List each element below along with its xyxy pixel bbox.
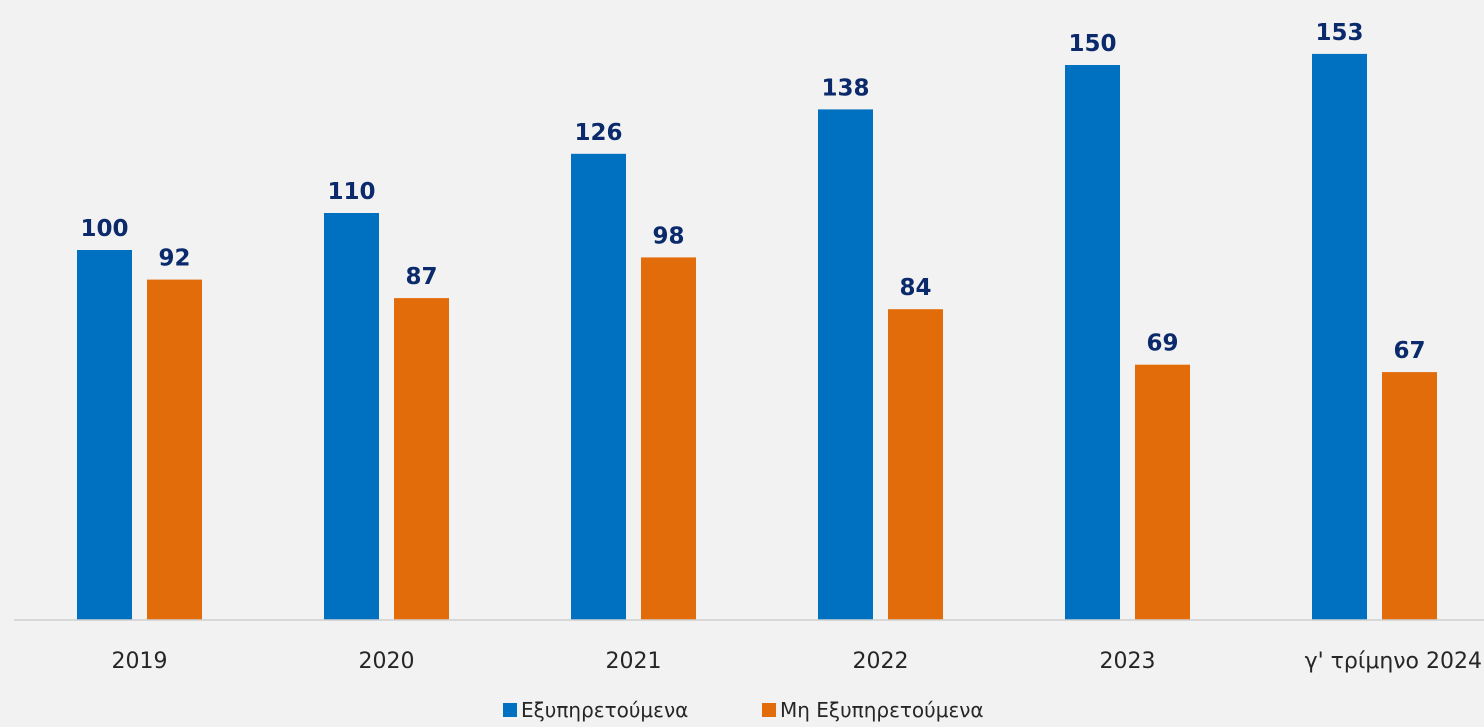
x-axis-tick-labels: 2019 2020 2021 2022 2023 γ' τρίμηνο 2024 xyxy=(112,649,1483,674)
value-labels: 100 92 110 87 126 98 138 84 150 69 153 67 xyxy=(80,20,1425,364)
bar-nonserviced-0 xyxy=(147,279,202,620)
value-label-nonserviced-3: 84 xyxy=(899,275,931,301)
legend-label-serviced: Εξυπηρετούμενα xyxy=(521,698,688,722)
bars xyxy=(77,53,1437,621)
value-label-nonserviced-5: 67 xyxy=(1393,338,1425,364)
bar-serviced-0 xyxy=(77,250,132,620)
x-tick-label-4: 2023 xyxy=(1100,649,1156,674)
value-label-serviced-5: 153 xyxy=(1315,20,1363,46)
value-label-serviced-2: 126 xyxy=(574,120,622,146)
value-label-nonserviced-2: 98 xyxy=(652,223,684,249)
x-tick-label-1: 2020 xyxy=(359,649,415,674)
bar-serviced-3 xyxy=(818,109,873,621)
bar-serviced-2 xyxy=(571,153,626,621)
bar-serviced-1 xyxy=(324,213,379,620)
value-label-serviced-0: 100 xyxy=(80,216,128,242)
bar-nonserviced-4 xyxy=(1135,364,1190,620)
value-label-serviced-1: 110 xyxy=(327,179,375,205)
x-tick-label-0: 2019 xyxy=(112,649,168,674)
legend-label-nonserviced: Μη Εξυπηρετούμενα xyxy=(780,698,984,722)
bar-nonserviced-5 xyxy=(1382,372,1437,620)
bar-nonserviced-3 xyxy=(888,309,943,620)
x-tick-label-3: 2022 xyxy=(853,649,909,674)
x-tick-label-2: 2021 xyxy=(606,649,662,674)
bar-serviced-4 xyxy=(1065,65,1120,620)
value-label-serviced-4: 150 xyxy=(1068,31,1116,57)
value-label-nonserviced-0: 92 xyxy=(158,246,190,272)
legend-swatch-serviced xyxy=(503,703,517,717)
value-label-nonserviced-4: 69 xyxy=(1146,331,1178,357)
value-label-nonserviced-1: 87 xyxy=(405,264,437,290)
legend: Εξυπηρετούμενα Μη Εξυπηρετούμενα xyxy=(503,698,984,722)
bar-serviced-5 xyxy=(1312,53,1367,620)
x-tick-label-5: γ' τρίμηνο 2024 xyxy=(1305,649,1482,674)
bar-nonserviced-1 xyxy=(394,298,449,620)
bar-nonserviced-2 xyxy=(641,257,696,620)
value-label-serviced-3: 138 xyxy=(821,75,869,101)
legend-swatch-nonserviced xyxy=(762,703,776,717)
